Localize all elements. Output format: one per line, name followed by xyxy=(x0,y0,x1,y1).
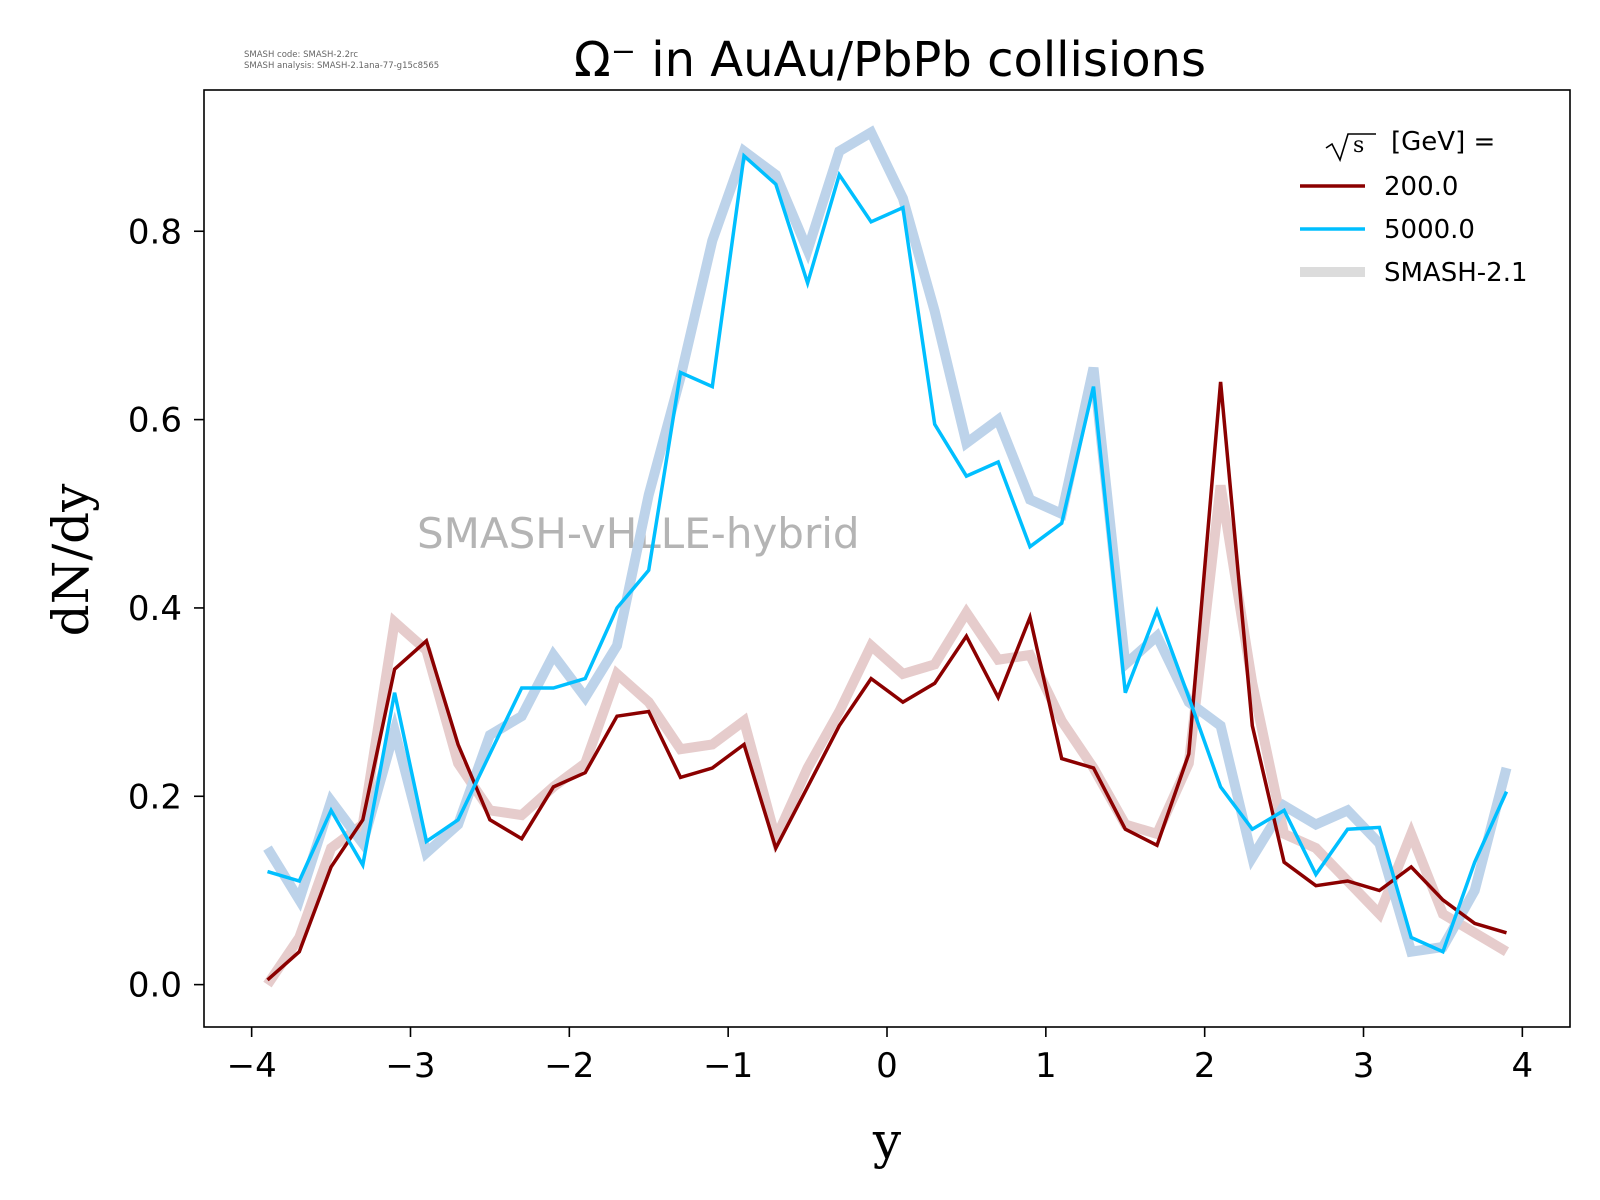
version-line-analysis: SMASH analysis: SMASH-2.1ana-77-g15c8565 xyxy=(244,61,439,71)
y-tick-label: 0.0 xyxy=(128,966,182,1006)
version-line-code: SMASH code: SMASH-2.2rc xyxy=(244,50,358,60)
x-tick-label: −1 xyxy=(703,1046,753,1086)
legend-title-symbol-s: s xyxy=(1353,133,1364,158)
series-line-200-0 xyxy=(266,381,1507,982)
x-tick-label: −4 xyxy=(227,1046,277,1086)
legend-label-5000: 5000.0 xyxy=(1384,215,1475,245)
y-tick-label: 0.2 xyxy=(128,777,182,817)
legend-label-smash-2-1: SMASH-2.1 xyxy=(1384,258,1528,288)
x-axis-label: y xyxy=(872,1112,902,1170)
x-tick-label: 1 xyxy=(1035,1046,1057,1086)
x-axis-ticks: −4 −3 −2 −1 0 1 2 3 4 xyxy=(227,1027,1534,1086)
legend-title: s [GeV] = xyxy=(1325,127,1495,163)
x-tick-label: 3 xyxy=(1353,1046,1375,1086)
y-tick-label: 0.4 xyxy=(128,589,182,629)
series-line-5000-0 xyxy=(267,152,1509,955)
y-tick-label: 0.6 xyxy=(128,401,182,441)
chart-title: Ω⁻ in AuAu/PbPb collisions xyxy=(574,32,1206,88)
series-layer xyxy=(263,125,1512,988)
sqrt-icon xyxy=(1325,133,1376,163)
y-axis-ticks: 0.0 0.2 0.4 0.6 0.8 xyxy=(128,212,204,1006)
legend-title-text: [GeV] = xyxy=(1391,127,1495,157)
x-tick-label: −2 xyxy=(544,1046,594,1086)
x-tick-label: 0 xyxy=(876,1046,898,1086)
y-tick-label: 0.8 xyxy=(128,212,182,252)
x-tick-label: −3 xyxy=(385,1046,435,1086)
legend: s [GeV] = 200.0 5000.0 SMASH-2.1 xyxy=(1300,127,1528,288)
x-tick-label: 2 xyxy=(1194,1046,1216,1086)
legend-label-200: 200.0 xyxy=(1384,172,1458,202)
x-tick-label: 4 xyxy=(1512,1046,1534,1086)
y-axis-label: dN/dy xyxy=(42,483,100,637)
